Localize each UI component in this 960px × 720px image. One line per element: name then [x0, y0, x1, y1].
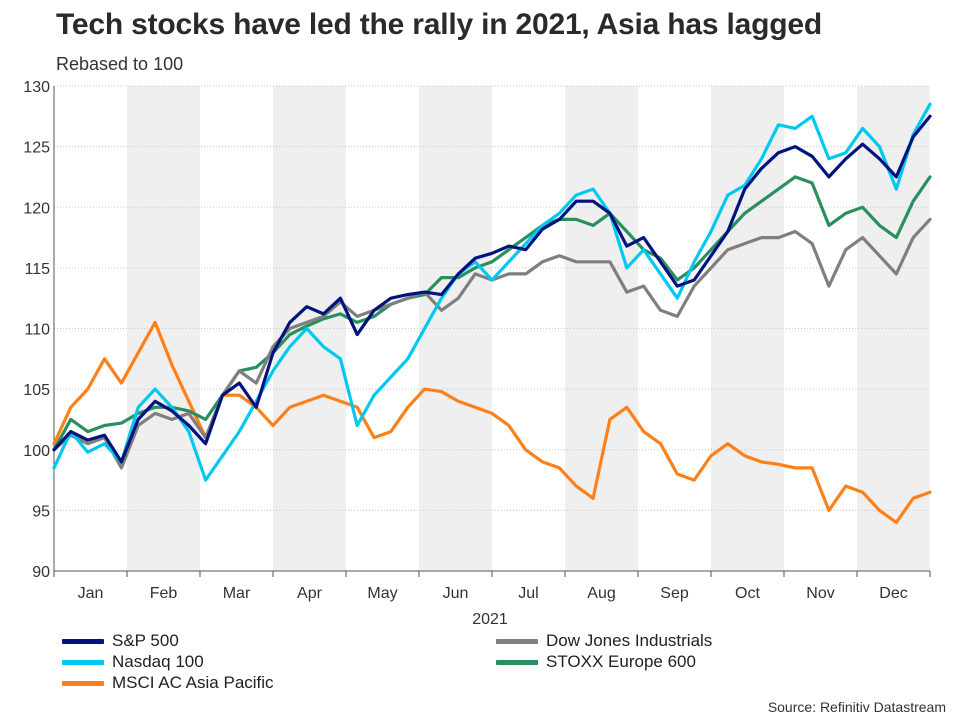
legend-item-nasdaq: Nasdaq 100	[62, 651, 204, 673]
legend-swatch-sp500	[62, 638, 104, 644]
x-tick-label-oct: Oct	[735, 585, 760, 602]
x-tick-label-nov: Nov	[806, 585, 834, 602]
legend-item-sp500: S&P 500	[62, 630, 179, 652]
legend-label-msci: MSCI AC Asia Pacific	[112, 673, 274, 692]
y-tick-label-95: 95	[32, 503, 50, 520]
legend-swatch-msci	[62, 680, 104, 686]
y-tick-label-110: 110	[24, 322, 50, 339]
y-tick-label-105: 105	[23, 382, 50, 399]
series-lines	[52, 102, 932, 525]
y-tick-label-120: 120	[23, 200, 50, 217]
source-note: Source: Refinitiv Datastream	[767, 699, 946, 715]
x-tick-label-may: May	[367, 585, 397, 602]
legend: S&P 500 Dow Jones Industrials Nasdaq 100…	[62, 630, 782, 694]
legend-swatch-dow	[496, 638, 538, 644]
x-tick-label-apr: Apr	[297, 585, 323, 602]
y-tick-label-115: 115	[24, 261, 50, 278]
series-line-stoxx-europe-600	[52, 175, 932, 452]
y-tick-label-130: 130	[23, 79, 50, 96]
y-tick-label-100: 100	[23, 443, 50, 460]
legend-swatch-stoxx	[496, 659, 538, 665]
line-chart: 90 95 100 105 110 115 120 125 130 Jan Feb Mar Apr Ma…	[23, 79, 932, 628]
y-axis: 90 95 100 105 110 115 120 125 130	[23, 79, 55, 581]
legend-swatch-nasdaq	[62, 659, 104, 665]
legend-label-stoxx: STOXX Europe 600	[546, 652, 696, 671]
x-tick-label-mar: Mar	[223, 585, 251, 602]
x-tick-label-sep: Sep	[660, 585, 689, 602]
x-tick-label-jun: Jun	[443, 585, 469, 602]
series-line-msci-ac-asia-pacific	[52, 320, 932, 525]
chart-title: Tech stocks have led the rally in 2021, …	[56, 8, 822, 41]
x-tick-label-aug: Aug	[587, 585, 615, 602]
x-axis: Jan Feb Mar Apr May Jun Jul Aug Sep Oct Nov Dec	[53, 570, 931, 602]
legend-label-nasdaq: Nasdaq 100	[112, 652, 204, 671]
band-dec	[857, 86, 930, 571]
band-jun	[419, 86, 492, 571]
y-tick-label-90: 90	[32, 564, 50, 581]
x-tick-label-jan: Jan	[78, 585, 104, 602]
band-feb	[127, 86, 200, 571]
series-line-s-p-500	[52, 114, 932, 464]
x-tick-label-jul: Jul	[518, 585, 538, 602]
legend-label-dow: Dow Jones Industrials	[546, 631, 713, 650]
band-aug	[565, 86, 638, 571]
legend-item-msci: MSCI AC Asia Pacific	[62, 672, 274, 694]
y-tick-label-125: 125	[23, 140, 50, 157]
x-axis-label: 2021	[472, 611, 508, 628]
x-tick-label-dec: Dec	[879, 585, 907, 602]
chart-subtitle: Rebased to 100	[56, 54, 184, 74]
x-tick-label-feb: Feb	[150, 585, 178, 602]
legend-item-stoxx: STOXX Europe 600	[496, 651, 696, 673]
legend-item-dow: Dow Jones Industrials	[496, 630, 712, 652]
series-line-nasdaq-100	[52, 102, 932, 482]
legend-label-sp500: S&P 500	[112, 631, 179, 650]
gridlines	[54, 85, 930, 511]
